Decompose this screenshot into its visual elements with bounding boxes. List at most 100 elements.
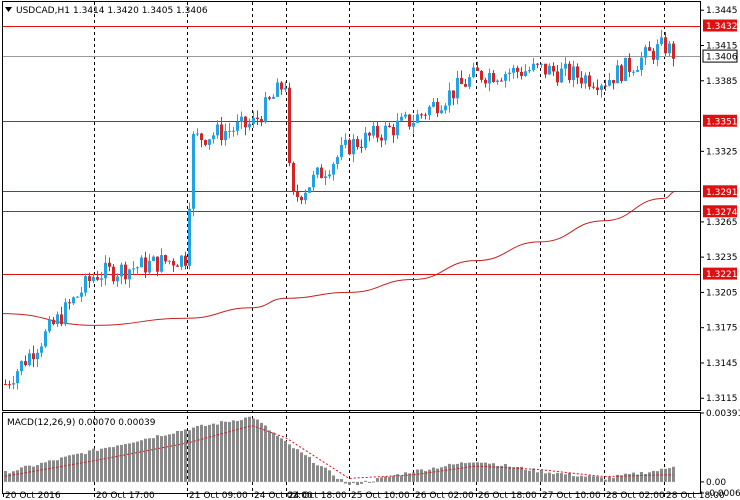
candle-bearish[interactable] [60, 314, 63, 325]
candle-bearish[interactable] [368, 132, 371, 136]
candle-bullish[interactable] [644, 47, 647, 58]
candle-bearish[interactable] [480, 70, 483, 80]
candle-bullish[interactable] [496, 80, 499, 83]
candle-bullish[interactable] [372, 125, 375, 136]
candle-bullish[interactable] [76, 296, 79, 298]
candle-bearish[interactable] [4, 384, 7, 386]
candle-bullish[interactable] [428, 106, 431, 116]
candle-bullish[interactable] [36, 352, 39, 360]
candle-bearish[interactable] [476, 67, 479, 71]
candle-bullish[interactable] [584, 75, 587, 84]
candle-bullish[interactable] [284, 87, 287, 90]
candle-bullish[interactable] [396, 120, 399, 136]
candle-bullish[interactable] [512, 67, 515, 73]
candle-bearish[interactable] [520, 71, 523, 76]
candle-bearish[interactable] [292, 162, 295, 193]
candle-bullish[interactable] [168, 260, 171, 262]
candle-bullish[interactable] [116, 276, 119, 282]
candle-bearish[interactable] [388, 125, 391, 127]
candle-bearish[interactable] [672, 43, 675, 59]
candle-bullish[interactable] [72, 297, 75, 304]
candle-bullish[interactable] [232, 130, 235, 132]
candle-bearish[interactable] [296, 192, 299, 197]
time-axis[interactable]: 20 Oct 2016 20 Oct 17:00 21 Oct 09:00 24 Oc… [3, 491, 725, 500]
candle-bearish[interactable] [348, 139, 351, 155]
candle-bearish[interactable] [124, 264, 127, 280]
candle-bullish[interactable] [416, 114, 419, 123]
candle-bearish[interactable] [8, 384, 11, 386]
candle-bullish[interactable] [448, 90, 451, 106]
candle-bearish[interactable] [556, 71, 559, 83]
candle-bullish[interactable] [80, 292, 83, 297]
candle-bearish[interactable] [436, 101, 439, 114]
candle-bearish[interactable] [52, 319, 55, 325]
candle-bullish[interactable] [560, 68, 563, 83]
candle-bullish[interactable] [324, 176, 327, 179]
candle-bearish[interactable] [492, 73, 495, 83]
candle-bearish[interactable] [144, 257, 147, 273]
candle-bullish[interactable] [20, 361, 23, 372]
candle-bullish[interactable] [548, 65, 551, 75]
candle-bullish[interactable] [600, 85, 603, 90]
candle-bearish[interactable] [420, 114, 423, 116]
candle-bullish[interactable] [332, 164, 335, 175]
candle-bullish[interactable] [564, 63, 567, 69]
candle-bullish[interactable] [616, 65, 619, 84]
candle-bullish[interactable] [540, 63, 543, 65]
candle-bearish[interactable] [300, 196, 303, 201]
candle-bearish[interactable] [268, 97, 271, 99]
candle-bearish[interactable] [172, 260, 175, 266]
candle-bullish[interactable] [440, 110, 443, 114]
candle-bullish[interactable] [44, 331, 47, 347]
candle-bullish[interactable] [572, 66, 575, 81]
candle-bearish[interactable] [320, 167, 323, 179]
candle-bearish[interactable] [620, 65, 623, 81]
candle-bullish[interactable] [212, 135, 215, 140]
candle-bullish[interactable] [188, 208, 191, 266]
candle-bearish[interactable] [68, 302, 71, 304]
candle-bullish[interactable] [224, 131, 227, 141]
candle-bearish[interactable] [464, 84, 467, 87]
candle-bearish[interactable] [280, 82, 283, 90]
candle-bullish[interactable] [352, 139, 355, 155]
candle-bullish[interactable] [272, 96, 275, 99]
candle-bullish[interactable] [48, 319, 51, 332]
candle-bullish[interactable] [276, 82, 279, 97]
candle-bullish[interactable] [344, 139, 347, 145]
candle-bullish[interactable] [472, 67, 475, 78]
candle-bullish[interactable] [532, 63, 535, 71]
candle-bearish[interactable] [648, 47, 651, 51]
candle-bullish[interactable] [128, 269, 131, 280]
candle-bearish[interactable] [604, 85, 607, 87]
candle-bearish[interactable] [204, 140, 207, 145]
candle-bullish[interactable] [524, 71, 527, 76]
candle-bullish[interactable] [468, 77, 471, 87]
candle-bearish[interactable] [32, 353, 35, 360]
candle-bullish[interactable] [660, 37, 663, 45]
candle-bullish[interactable] [216, 124, 219, 136]
candle-bullish[interactable] [456, 77, 459, 99]
candle-bullish[interactable] [228, 130, 231, 132]
candle-bullish[interactable] [64, 302, 67, 325]
candle-bearish[interactable] [580, 77, 583, 84]
candle-bullish[interactable] [240, 116, 243, 122]
candle-bearish[interactable] [588, 75, 591, 87]
candle-bearish[interactable] [552, 65, 555, 72]
candle-bullish[interactable] [656, 44, 659, 60]
candle-bearish[interactable] [356, 139, 359, 147]
candle-bearish[interactable] [288, 87, 291, 163]
candle-bullish[interactable] [208, 139, 211, 145]
candle-bearish[interactable] [592, 86, 595, 88]
candle-bearish[interactable] [596, 87, 599, 90]
candle-bullish[interactable] [92, 277, 95, 282]
candle-bearish[interactable] [664, 37, 667, 54]
candle-bullish[interactable] [136, 267, 139, 269]
candle-bullish[interactable] [508, 72, 511, 75]
candle-bullish[interactable] [432, 101, 435, 107]
candle-bearish[interactable] [612, 80, 615, 84]
candle-bearish[interactable] [392, 126, 395, 136]
candle-bullish[interactable] [400, 116, 403, 121]
candle-bearish[interactable] [460, 77, 463, 85]
candle-bullish[interactable] [28, 353, 31, 366]
